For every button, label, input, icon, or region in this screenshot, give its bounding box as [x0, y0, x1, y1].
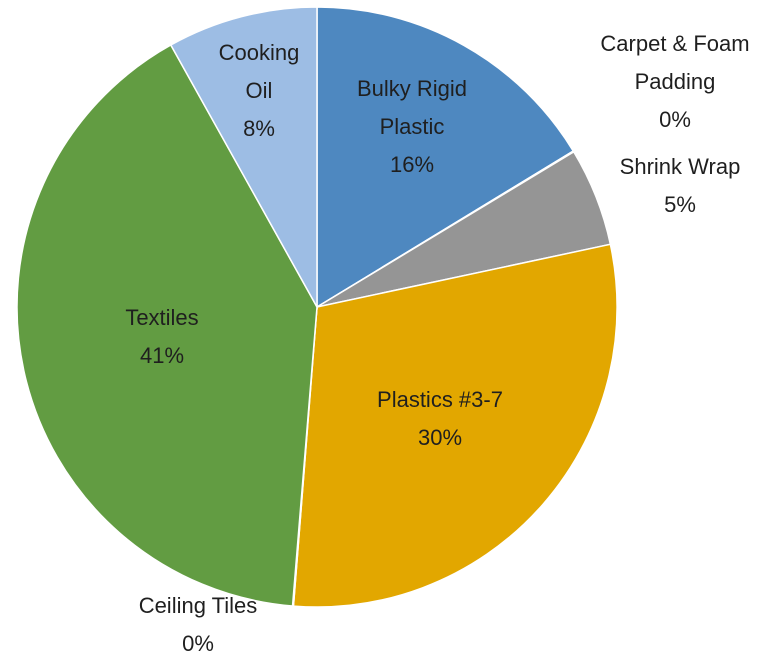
slice-plastics [292, 243, 618, 608]
data-label-bulky: Bulky Rigid Plastic 16% [357, 76, 467, 177]
slice-label-cooking: Oil [246, 78, 273, 103]
pie-slices [16, 6, 618, 608]
slice-percent-ceiling: 0% [182, 631, 214, 656]
slice-label-textiles: Textiles [125, 305, 198, 330]
slice-percent-textiles: 41% [140, 343, 184, 368]
data-label-cooking: Cooking Oil 8% [219, 40, 300, 141]
slice-label-shrink: Shrink Wrap [620, 154, 741, 179]
slice-percent-shrink: 5% [664, 192, 696, 217]
slice-percent-bulky: 16% [390, 152, 434, 177]
data-label-shrink: Shrink Wrap 5% [620, 154, 741, 217]
data-label-plastics: Plastics #3-7 30% [377, 387, 503, 450]
slice-textiles [16, 43, 318, 607]
slice-label-ceiling: Ceiling Tiles [139, 593, 258, 618]
data-label-ceiling: Ceiling Tiles 0% [139, 593, 258, 656]
slice-percent-cooking: 8% [243, 116, 275, 141]
pie-labels: Bulky Rigid Plastic 16% Carpet & Foam Paddin… [125, 31, 749, 656]
slice-label-bulky: Bulky Rigid [357, 76, 467, 101]
slice-percent-carpet: 0% [659, 107, 691, 132]
slice-label-carpet: Carpet & Foam [600, 31, 749, 56]
slice-label-bulky: Plastic [380, 114, 445, 139]
slice-bulky [316, 6, 575, 309]
slice-label-cooking: Cooking [219, 40, 300, 65]
data-label-carpet: Carpet & Foam Padding 0% [600, 31, 749, 132]
data-label-textiles: Textiles 41% [125, 305, 198, 368]
slice-label-plastics: Plastics #3-7 [377, 387, 503, 412]
slice-percent-plastics: 30% [418, 425, 462, 450]
slice-label-carpet: Padding [635, 69, 716, 94]
slice-cooking [169, 6, 318, 310]
